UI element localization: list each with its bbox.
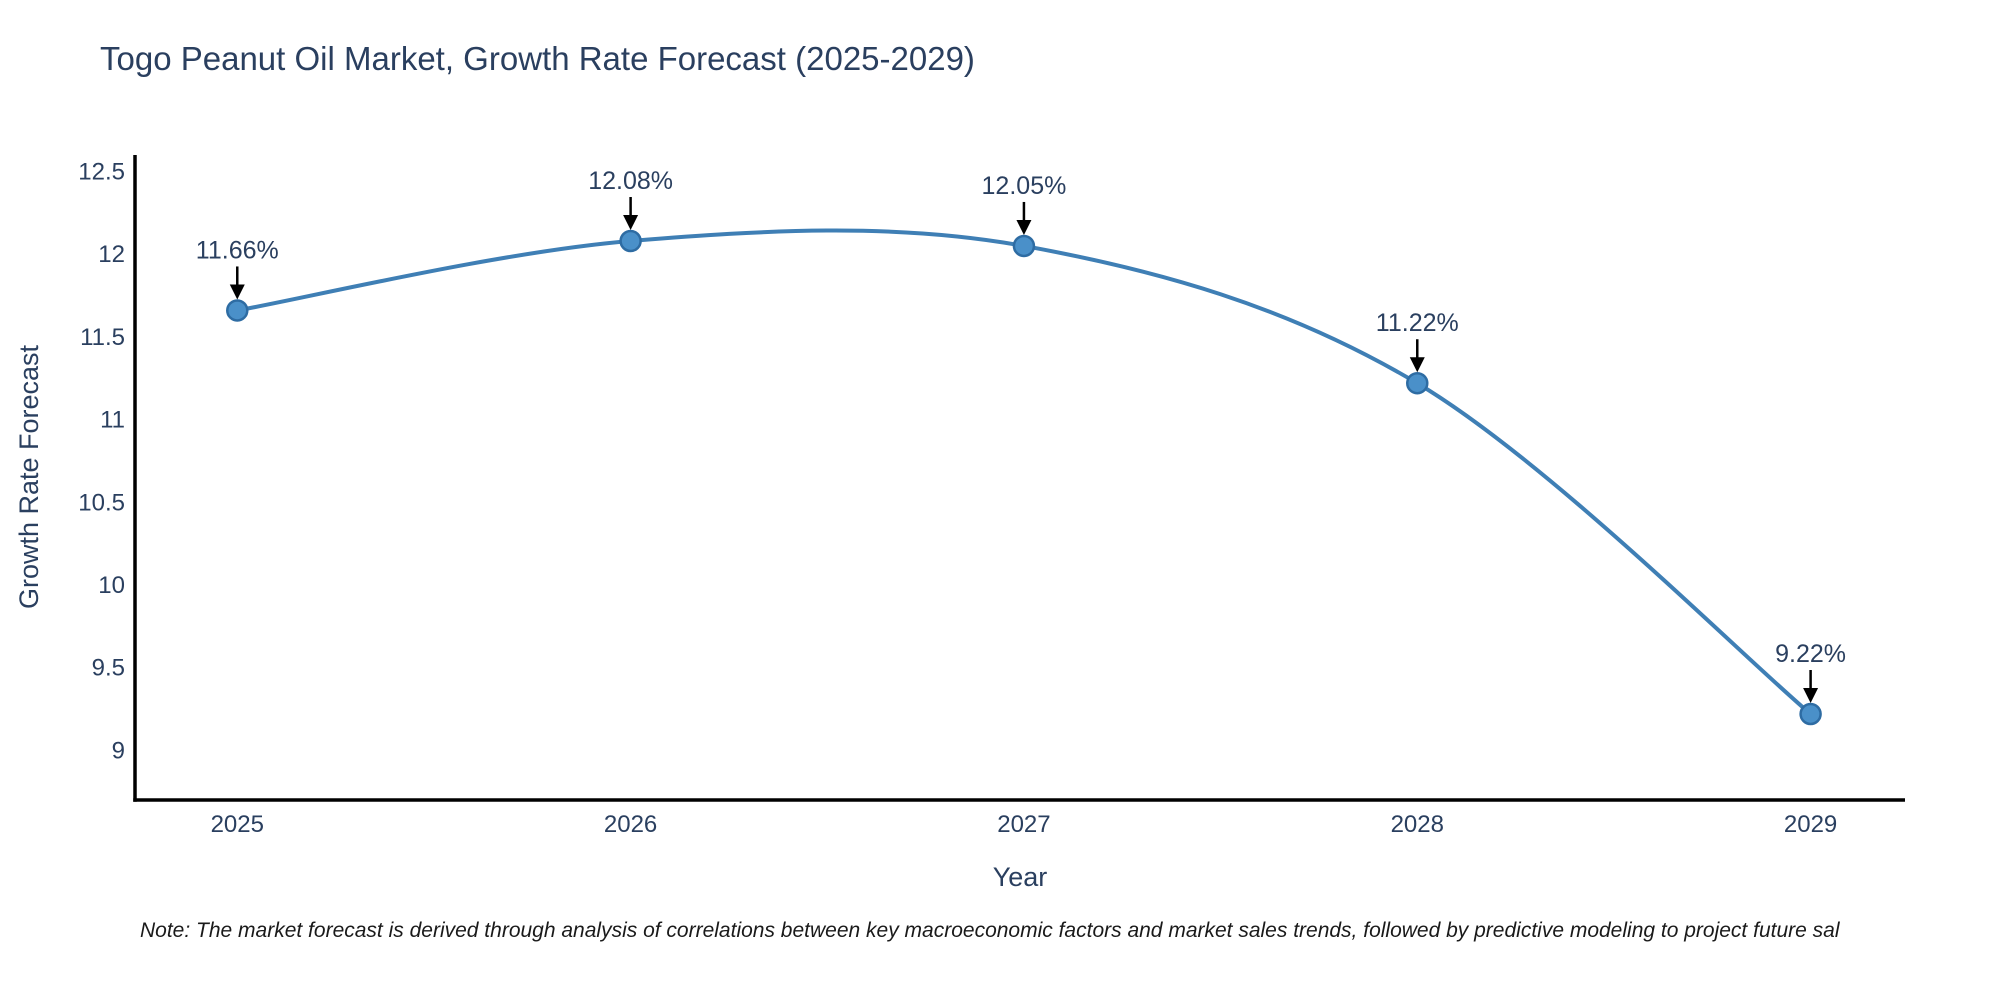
y-tick-label: 11 [100, 407, 125, 434]
annotation-arrow-head [1409, 357, 1425, 373]
chart-title: Togo Peanut Oil Market, Growth Rate Fore… [100, 40, 975, 77]
data-point-label: 12.05% [982, 172, 1067, 200]
y-tick-label: 10 [98, 572, 125, 599]
y-axis-title: Growth Rate Forecast [14, 344, 44, 609]
footnote: Note: The market forecast is derived thr… [140, 919, 1840, 942]
annotation-arrow-head [1016, 219, 1032, 235]
data-point-marker [619, 229, 642, 253]
y-tick-label: 9 [112, 737, 125, 764]
annotation-arrow-head [1803, 688, 1819, 703]
y-tick-label: 9.5 [92, 655, 125, 682]
x-tick-label: 2027 [997, 811, 1050, 838]
x-tick-label: 2029 [1784, 811, 1837, 838]
plot-area: 9 9.5 10 10.5 11 11.5 12 12.5 2025 2026 2027 2028 20… [78, 155, 1905, 838]
series-line [236, 228, 1812, 716]
data-point-marker [1406, 371, 1429, 395]
data-point-label: 11.22% [1376, 309, 1459, 337]
data-point-marker [1012, 234, 1036, 258]
data-point-label: 12.08% [588, 167, 673, 195]
x-tick-label: 2026 [604, 811, 657, 838]
annotation-arrow-head [229, 284, 245, 300]
data-point-marker [1799, 702, 1822, 726]
y-tick-label: 10.5 [78, 489, 125, 516]
x-tick-label: 2025 [211, 811, 264, 838]
y-tick-label: 12 [98, 241, 125, 268]
data-point-label: 11.66% [196, 236, 279, 264]
x-tick-label: 2028 [1391, 811, 1444, 838]
data-point-label: 9.22% [1775, 640, 1846, 668]
annotation-arrow-head [623, 215, 639, 230]
data-point-marker [226, 299, 249, 322]
y-tick-label: 11.5 [80, 324, 125, 351]
x-axis-title: Year [993, 862, 1048, 892]
y-tick-label: 12.5 [78, 159, 125, 186]
